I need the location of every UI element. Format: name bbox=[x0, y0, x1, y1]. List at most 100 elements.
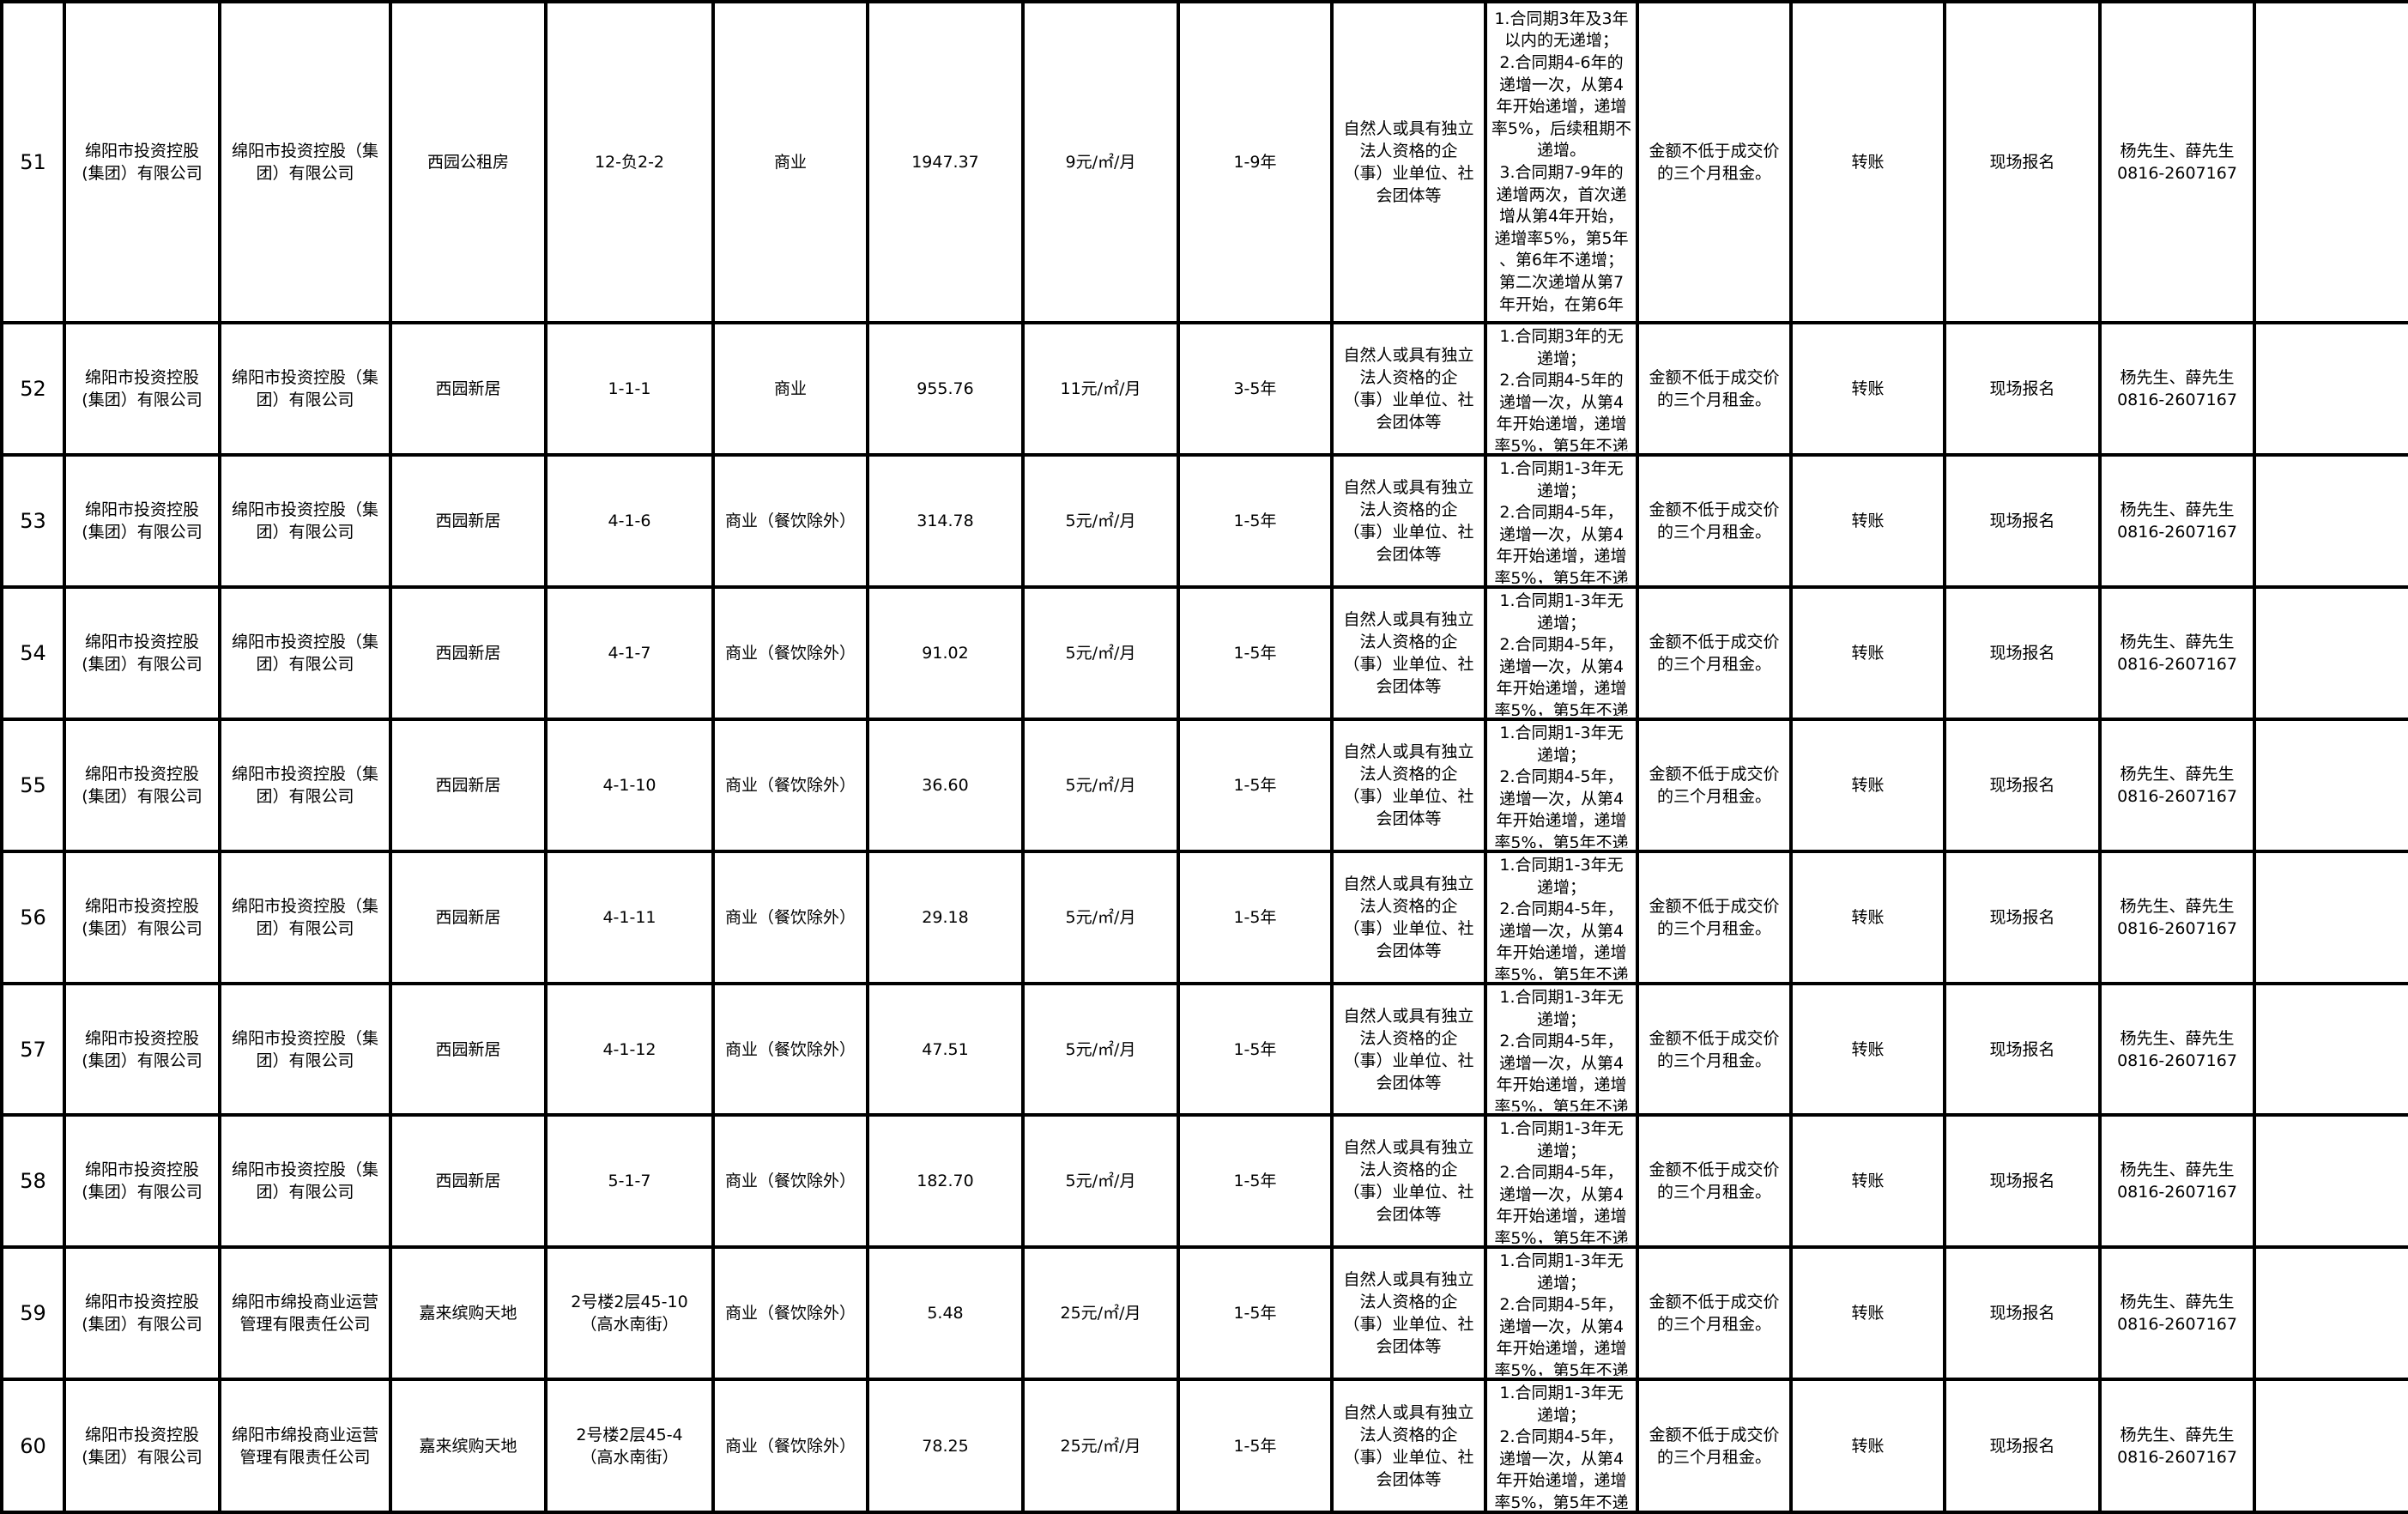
cell-owner: 绵阳市投资控股 (集团）有限公司 bbox=[63, 0, 221, 324]
escalation-text: 1.合同期3年及3年 以内的无递增； 2.合同期4-6年的 递增一次，从第4 年… bbox=[1491, 9, 1632, 314]
owner-text: 绵阳市投资控股 (集团）有限公司 bbox=[82, 1028, 203, 1070]
term-text: 1-5年 bbox=[1233, 512, 1277, 530]
cell-owner: 绵阳市投资控股 (集团）有限公司 bbox=[63, 453, 221, 589]
cell-no: 53 bbox=[0, 453, 66, 589]
use-text: 商业 bbox=[773, 379, 807, 398]
cell-signup: 现场报名 bbox=[1943, 718, 2102, 853]
no-text: 52 bbox=[20, 378, 46, 400]
cell-lessor: 绵阳市投资控股（集 团）有限公司 bbox=[218, 0, 392, 324]
cell-deposit: 金额不低于成交价 的三个月租金。 bbox=[1636, 585, 1793, 721]
payment-text: 转账 bbox=[1851, 379, 1885, 398]
unit-text: 4-1-10 bbox=[602, 776, 656, 795]
cell-lessor: 绵阳市投资控股（集 团）有限公司 bbox=[218, 453, 392, 589]
cell-price: 5元/㎡/月 bbox=[1021, 585, 1180, 721]
table-row: 56 绵阳市投资控股 (集团）有限公司 绵阳市投资控股（集 团）有限公司 西园新居 4-… bbox=[0, 850, 2408, 985]
cell-deposit: 金额不低于成交价 的三个月租金。 bbox=[1636, 1113, 1793, 1249]
project-text: 西园新居 bbox=[435, 644, 501, 663]
cell-eligibility: 自然人或具有独立 法人资格的企 （事）业单位、社 会团体等 bbox=[1330, 850, 1487, 985]
cell-use: 商业（餐饮除外） bbox=[711, 982, 869, 1117]
unit-text: 2号楼2层45-4 （高水南街） bbox=[576, 1425, 683, 1467]
cell-unit: 4-1-12 bbox=[544, 982, 715, 1117]
cell-contact: 杨先生、薛先生 0816-2607167 bbox=[2098, 1378, 2256, 1514]
area-text: 314.78 bbox=[917, 512, 974, 530]
cell-term: 1-5年 bbox=[1177, 453, 1334, 589]
cell-owner: 绵阳市投资控股 (集团）有限公司 bbox=[63, 850, 221, 985]
cell-use: 商业（餐饮除外） bbox=[711, 718, 869, 853]
cell-price: 25元/㎡/月 bbox=[1021, 1245, 1180, 1381]
cell-no: 59 bbox=[0, 1245, 66, 1381]
no-text: 51 bbox=[20, 151, 46, 173]
area-text: 955.76 bbox=[917, 379, 974, 398]
term-text: 1-9年 bbox=[1233, 153, 1277, 172]
cell-lessor: 绵阳市投资控股（集 团）有限公司 bbox=[218, 1113, 392, 1249]
escalation-text: 1.合同期1-3年无 递增； 2.合同期4-5年， 递增一次，从第4 年开始递增… bbox=[1494, 724, 1629, 848]
project-text: 西园新居 bbox=[435, 512, 501, 530]
contact-text: 杨先生、薛先生 0816-2607167 bbox=[2117, 1028, 2237, 1070]
lessor-text: 绵阳市投资控股（集 团）有限公司 bbox=[231, 500, 378, 542]
owner-text: 绵阳市投资控股 (集团）有限公司 bbox=[82, 1425, 203, 1467]
cell-contact: 杨先生、薛先生 0816-2607167 bbox=[2098, 0, 2256, 324]
cell-escalation: 1.合同期1-3年无 递增； 2.合同期4-5年， 递增一次，从第4 年开始递增… bbox=[1484, 453, 1639, 589]
no-text: 54 bbox=[20, 642, 46, 664]
cell-signup: 现场报名 bbox=[1943, 453, 2102, 589]
area-text: 47.51 bbox=[922, 1039, 969, 1059]
cell-contact: 杨先生、薛先生 0816-2607167 bbox=[2098, 321, 2256, 457]
owner-text: 绵阳市投资控股 (集团）有限公司 bbox=[82, 500, 203, 542]
use-text: 商业（餐饮除外） bbox=[724, 776, 856, 795]
no-text: 59 bbox=[20, 1302, 46, 1324]
signup-text: 现场报名 bbox=[1989, 644, 2055, 663]
price-text: 11元/㎡/月 bbox=[1060, 379, 1141, 398]
contact-text: 杨先生、薛先生 0816-2607167 bbox=[2117, 897, 2237, 938]
cell-deposit: 金额不低于成交价 的三个月租金。 bbox=[1636, 1378, 1793, 1514]
cell-unit: 4-1-10 bbox=[544, 718, 715, 853]
signup-text: 现场报名 bbox=[1989, 512, 2055, 530]
owner-text: 绵阳市投资控股 (集团）有限公司 bbox=[82, 897, 203, 938]
payment-text: 转账 bbox=[1851, 153, 1885, 172]
contact-text: 杨先生、薛先生 0816-2607167 bbox=[2117, 1293, 2237, 1334]
owner-text: 绵阳市投资控股 (集团）有限公司 bbox=[82, 368, 203, 409]
cell-deposit: 金额不低于成交价 的三个月租金。 bbox=[1636, 718, 1793, 853]
cell-deposit: 金额不低于成交价 的三个月租金。 bbox=[1636, 850, 1793, 985]
owner-text: 绵阳市投资控股 (集团）有限公司 bbox=[82, 633, 203, 674]
cell-price: 5元/㎡/月 bbox=[1021, 1113, 1180, 1249]
payment-text: 转账 bbox=[1851, 776, 1885, 795]
escalation-text: 1.合同期1-3年无 递增； 2.合同期4-5年， 递增一次，从第4 年开始递增… bbox=[1494, 988, 1629, 1111]
cell-owner: 绵阳市投资控股 (集团）有限公司 bbox=[63, 982, 221, 1117]
cell-unit: 1-1-1 bbox=[544, 321, 715, 457]
contact-text: 杨先生、薛先生 0816-2607167 bbox=[2117, 142, 2237, 183]
cell-eligibility: 自然人或具有独立 法人资格的企 （事）业单位、社 会团体等 bbox=[1330, 0, 1487, 324]
payment-text: 转账 bbox=[1851, 1304, 1885, 1323]
cell-signup: 现场报名 bbox=[1943, 585, 2102, 721]
cell-eligibility: 自然人或具有独立 法人资格的企 （事）业单位、社 会团体等 bbox=[1330, 718, 1487, 853]
signup-text: 现场报名 bbox=[1989, 1304, 2055, 1323]
contact-text: 杨先生、薛先生 0816-2607167 bbox=[2117, 765, 2237, 806]
cell-project: 西园新居 bbox=[389, 453, 548, 589]
cell-use: 商业（餐饮除外） bbox=[711, 1378, 869, 1514]
project-text: 嘉来缤购天地 bbox=[419, 1304, 517, 1323]
cell-lessor: 绵阳市投资控股（集 团）有限公司 bbox=[218, 321, 392, 457]
lessor-text: 绵阳市绵投商业运营 管理有限责任公司 bbox=[231, 1425, 378, 1467]
cell-price: 5元/㎡/月 bbox=[1021, 453, 1180, 589]
deposit-text: 金额不低于成交价 的三个月租金。 bbox=[1649, 633, 1780, 674]
cell-use: 商业（餐饮除外） bbox=[711, 453, 869, 589]
term-text: 1-5年 bbox=[1233, 1436, 1277, 1456]
cell-term: 1-9年 bbox=[1177, 0, 1334, 324]
cell-deposit: 金额不低于成交价 的三个月租金。 bbox=[1636, 0, 1793, 324]
term-text: 1-5年 bbox=[1233, 776, 1277, 795]
cell-area: 36.60 bbox=[866, 718, 1025, 853]
cell-lessor: 绵阳市投资控股（集 团）有限公司 bbox=[218, 585, 392, 721]
deposit-text: 金额不低于成交价 的三个月租金。 bbox=[1649, 1028, 1780, 1070]
cell-escalation: 1.合同期1-3年无 递增； 2.合同期4-5年， 递增一次，从第4 年开始递增… bbox=[1484, 1113, 1639, 1249]
no-text: 56 bbox=[20, 906, 46, 929]
cell-unit: 12-负2-2 bbox=[544, 0, 715, 324]
use-text: 商业（餐饮除外） bbox=[724, 1304, 856, 1323]
cell-lessor: 绵阳市投资控股（集 团）有限公司 bbox=[218, 982, 392, 1117]
cell-deposit: 金额不低于成交价 的三个月租金。 bbox=[1636, 1245, 1793, 1381]
term-text: 1-5年 bbox=[1233, 1304, 1277, 1323]
cell-lessor: 绵阳市投资控股（集 团）有限公司 bbox=[218, 718, 392, 853]
cell-payment: 转账 bbox=[1789, 0, 1946, 324]
escalation-text: 1.合同期1-3年无 递增； 2.合同期4-5年， 递增一次，从第4 年开始递增… bbox=[1494, 1251, 1629, 1376]
contact-text: 杨先生、薛先生 0816-2607167 bbox=[2117, 633, 2237, 674]
